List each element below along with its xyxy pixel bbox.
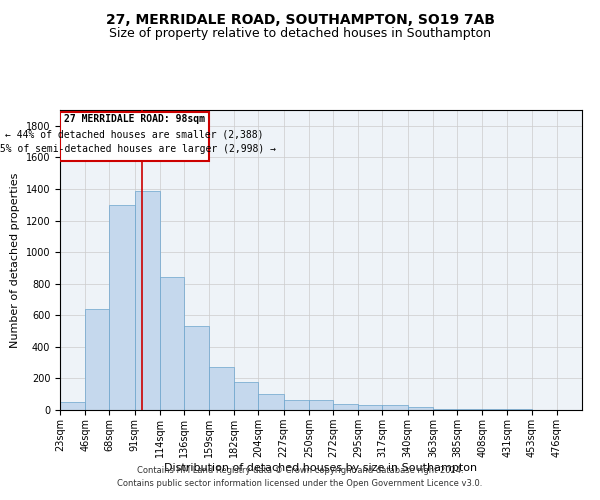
Bar [333, 404, 358, 410]
Text: ← 44% of detached houses are smaller (2,388): ← 44% of detached houses are smaller (2,… [5, 129, 264, 139]
Bar [508, 409, 532, 410]
Bar [209, 368, 235, 410]
Y-axis label: Number of detached properties: Number of detached properties [10, 172, 20, 348]
Bar [109, 204, 134, 410]
Bar [482, 409, 508, 410]
Text: Contains HM Land Registry data © Crown copyright and database right 2024.
Contai: Contains HM Land Registry data © Crown c… [118, 466, 482, 487]
Bar [382, 406, 407, 410]
Bar [358, 406, 382, 410]
Bar [85, 309, 109, 410]
Bar [407, 407, 433, 410]
X-axis label: Distribution of detached houses by size in Southampton: Distribution of detached houses by size … [164, 462, 478, 472]
Text: 27, MERRIDALE ROAD, SOUTHAMPTON, SO19 7AB: 27, MERRIDALE ROAD, SOUTHAMPTON, SO19 7A… [106, 12, 494, 26]
Bar [60, 112, 209, 160]
Bar [134, 190, 160, 410]
Bar [309, 400, 333, 410]
Bar [235, 382, 259, 410]
Bar [60, 402, 85, 410]
Bar [184, 326, 209, 410]
Bar [284, 400, 309, 410]
Bar [259, 394, 284, 410]
Text: 27 MERRIDALE ROAD: 98sqm: 27 MERRIDALE ROAD: 98sqm [64, 114, 205, 124]
Text: 55% of semi-detached houses are larger (2,998) →: 55% of semi-detached houses are larger (… [0, 144, 275, 154]
Bar [160, 278, 184, 410]
Text: Size of property relative to detached houses in Southampton: Size of property relative to detached ho… [109, 28, 491, 40]
Bar [457, 409, 482, 410]
Bar [433, 409, 457, 410]
